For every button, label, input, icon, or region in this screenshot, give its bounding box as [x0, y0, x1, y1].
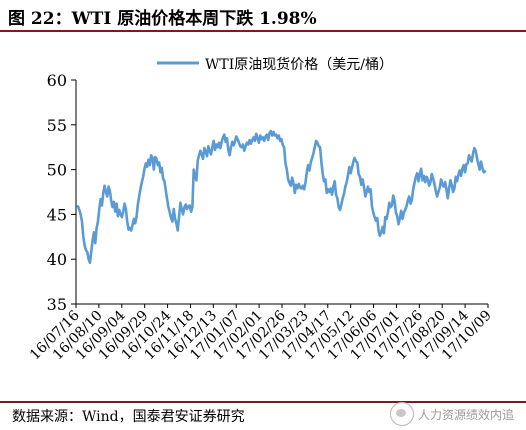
y-tick-label: 55 — [47, 116, 67, 135]
wechat-badge-icon — [389, 402, 414, 426]
data-source-note: 数据来源：Wind，国泰君安证券研究 — [12, 409, 245, 425]
y-tick-label: 45 — [47, 205, 67, 224]
chart-legend: WTI原油现货价格（美元/桶） — [157, 56, 393, 73]
watermark: 人力资源绩效内追 — [389, 402, 514, 426]
legend-label: WTI原油现货价格（美元/桶） — [205, 56, 393, 73]
top-rule — [0, 30, 526, 32]
y-tick-label: 60 — [47, 71, 67, 90]
wti-price-series-line — [76, 129, 487, 265]
y-axis-ticks: 35 40 45 50 55 60 — [47, 71, 76, 314]
wti-line-chart: WTI原油现货价格（美元/桶） 35 40 45 50 55 60 16/07/1616/… — [27, 56, 495, 363]
x-axis-ticks: 16/07/1616/08/1016/09/0416/09/2916/10/24… — [27, 304, 495, 363]
chart-axes — [75, 80, 488, 305]
y-tick-label: 35 — [47, 295, 67, 314]
bottom-rule — [0, 401, 526, 403]
figure-title: 图 22：WTI 原油价格本周下跌 1.98% — [8, 9, 317, 29]
watermark-text: 人力资源绩效内追 — [417, 407, 514, 422]
y-tick-label: 50 — [47, 161, 67, 180]
y-tick-label: 40 — [47, 250, 67, 269]
